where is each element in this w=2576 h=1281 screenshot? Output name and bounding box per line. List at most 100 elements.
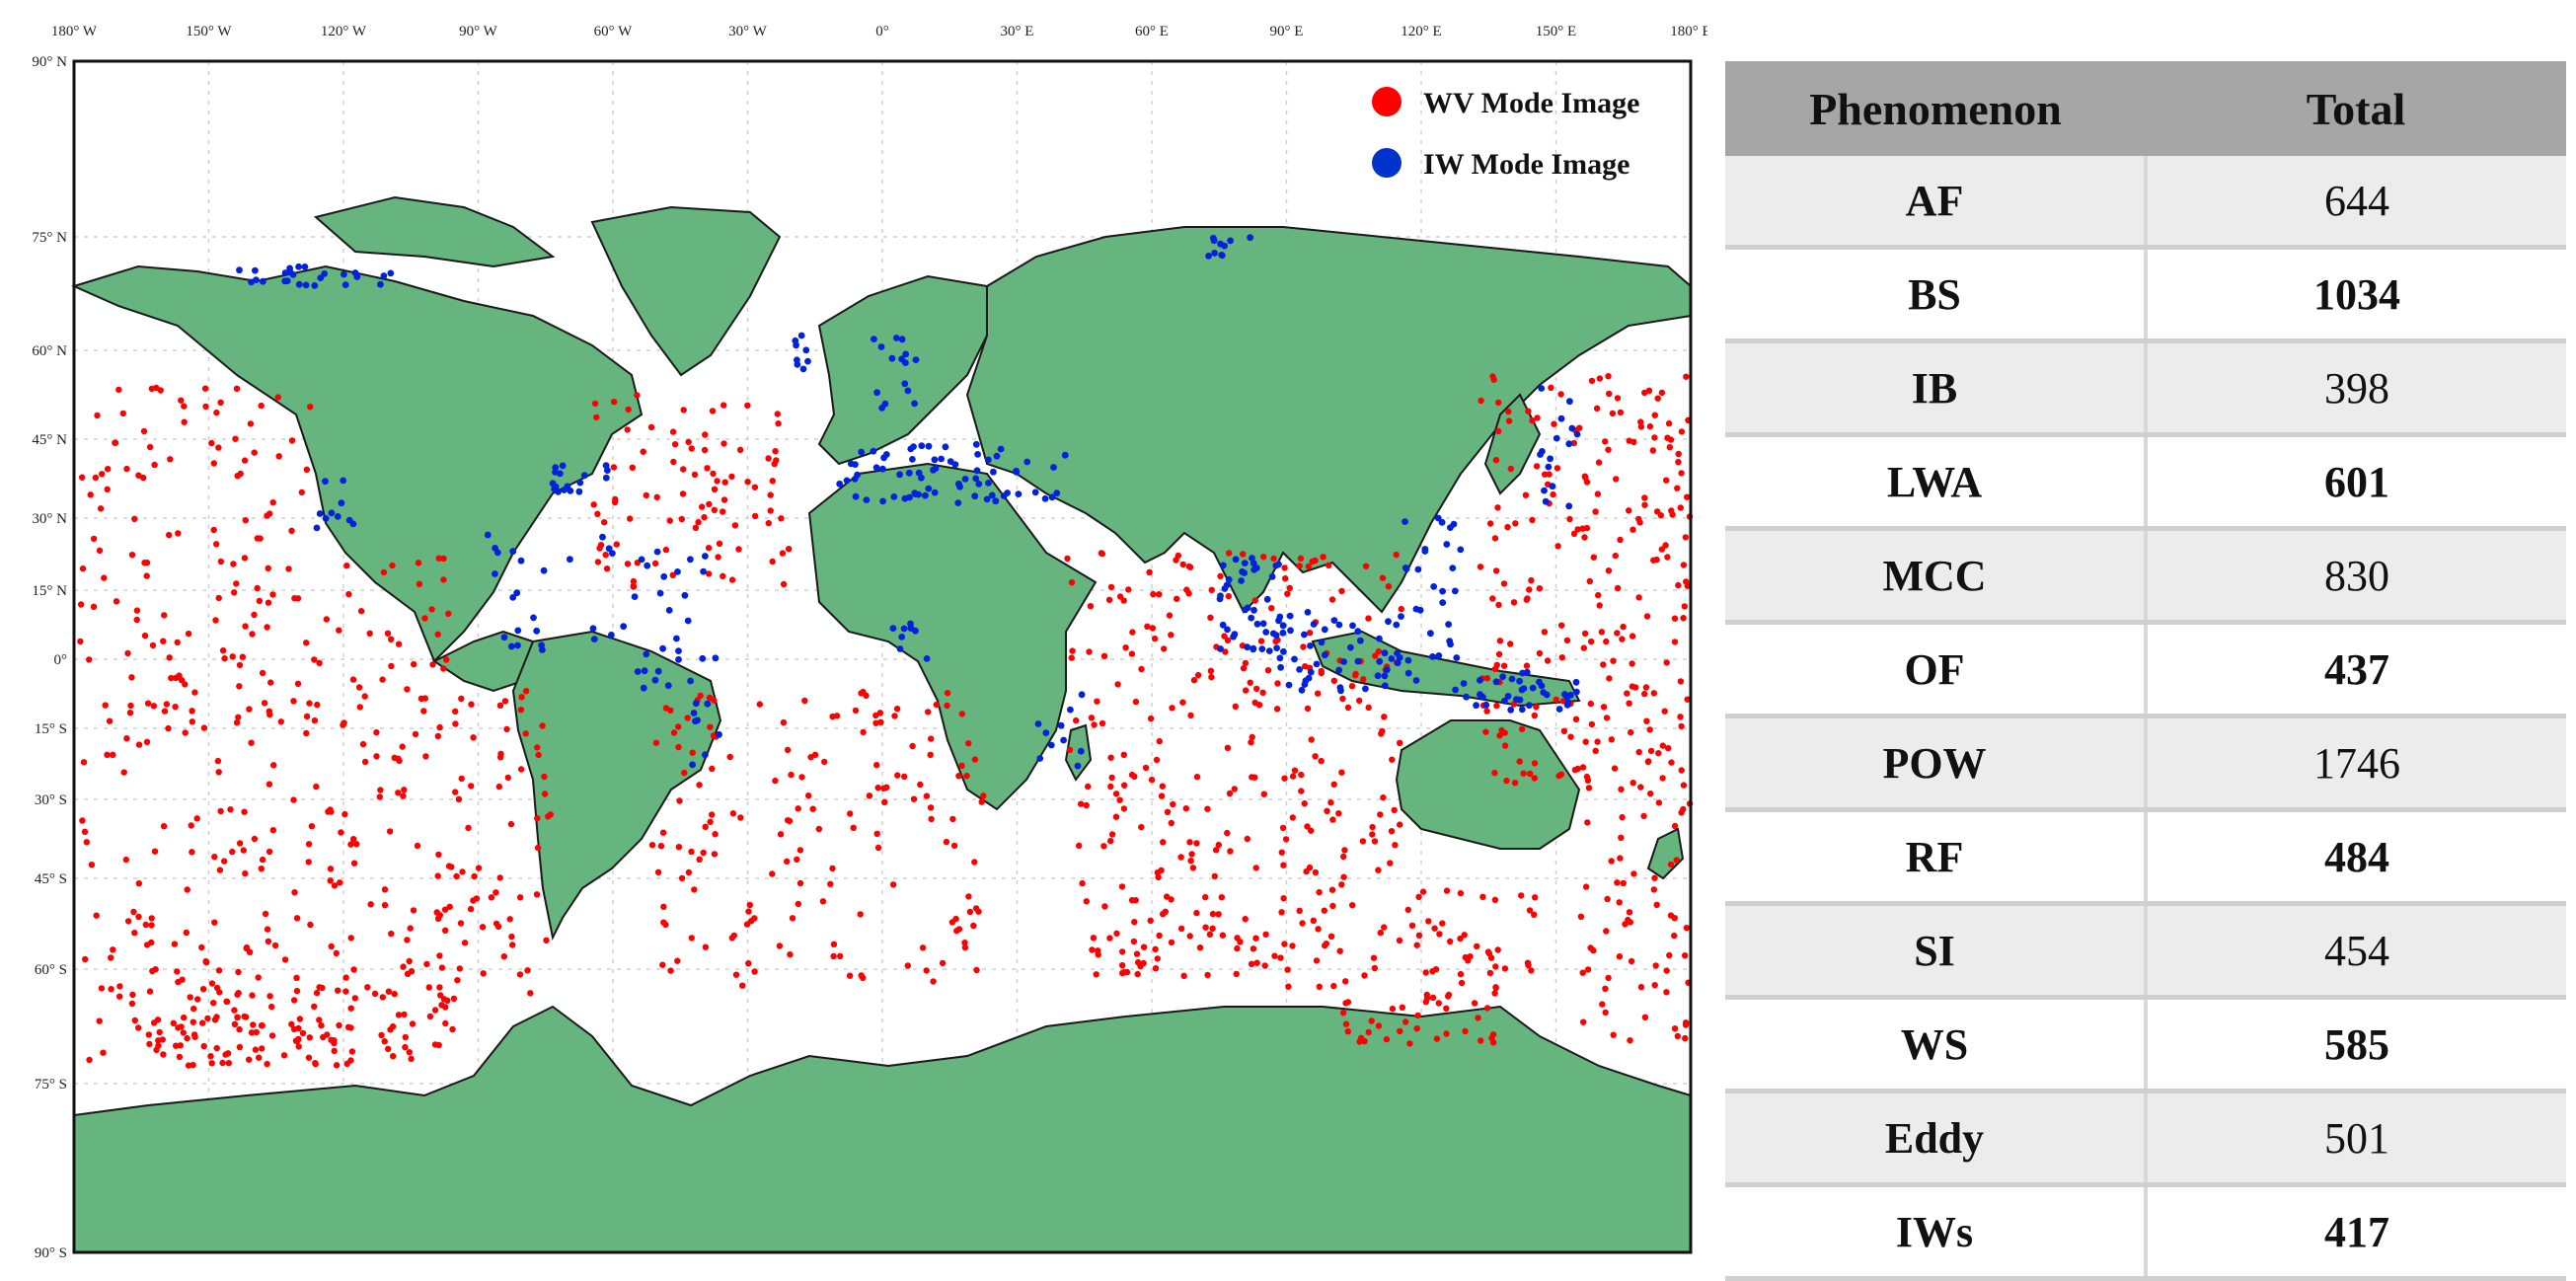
wv-point — [860, 728, 867, 736]
wv-point — [381, 886, 389, 893]
wv-point — [630, 583, 638, 590]
wv-point — [1682, 1034, 1689, 1042]
wv-point — [1134, 970, 1141, 978]
wv-point — [470, 734, 477, 741]
longitude-tick-label: 30° W — [728, 24, 767, 39]
wv-point — [1202, 893, 1209, 901]
table-row: SI 454 — [1725, 903, 2566, 1000]
iw-point — [1291, 655, 1298, 663]
wv-point — [1680, 562, 1688, 568]
wv-point — [1234, 944, 1241, 952]
longitude-tick-label: 150° W — [186, 24, 232, 39]
wv-point — [426, 1013, 434, 1020]
wv-point — [1614, 630, 1621, 637]
wv-point — [1186, 839, 1193, 846]
wv-point — [767, 507, 774, 514]
iw-point — [854, 471, 861, 479]
wv-point — [248, 739, 255, 746]
wv-point — [1140, 943, 1148, 950]
wv-point — [1107, 837, 1114, 845]
wv-point — [1680, 805, 1687, 813]
wv-point — [1594, 490, 1602, 497]
wv-point — [171, 941, 179, 947]
iw-point — [907, 445, 915, 453]
wv-point — [1525, 408, 1532, 414]
wv-point — [167, 456, 174, 463]
wv-point — [1619, 813, 1626, 821]
wv-point — [366, 630, 373, 637]
wv-point — [1533, 463, 1541, 470]
wv-point — [1185, 563, 1193, 570]
wv-point — [215, 769, 222, 776]
legend-wv-marker — [1372, 87, 1402, 116]
wv-point — [1146, 568, 1153, 575]
wv-point — [1153, 756, 1161, 764]
iw-point — [1520, 685, 1528, 692]
wv-point — [720, 402, 727, 409]
wv-point — [1622, 921, 1629, 928]
wv-point — [613, 541, 620, 548]
wv-point — [246, 706, 253, 713]
wv-point — [684, 715, 691, 721]
iw-point — [1298, 686, 1306, 694]
wv-point — [198, 943, 205, 951]
wv-point — [448, 864, 455, 870]
iw-point — [905, 469, 913, 477]
wv-point — [624, 561, 632, 567]
iw-point — [1205, 253, 1212, 260]
iw-point — [684, 617, 692, 625]
wv-point — [720, 508, 726, 515]
wv-point — [494, 923, 502, 930]
iw-point — [1015, 490, 1023, 497]
wv-point — [269, 827, 276, 834]
wv-point — [775, 420, 782, 427]
iw-point — [802, 346, 810, 354]
wv-point — [778, 515, 785, 522]
wv-point — [407, 925, 414, 932]
wv-point — [744, 402, 751, 409]
iw-point — [590, 636, 598, 642]
wv-point — [1489, 595, 1496, 602]
wv-point — [254, 584, 261, 592]
iw-point — [1446, 638, 1454, 644]
wv-point — [467, 905, 475, 913]
wv-point — [1375, 867, 1382, 873]
iw-point — [1230, 633, 1237, 640]
wv-point — [219, 647, 227, 654]
wv-point — [1315, 690, 1322, 697]
wv-point — [1119, 948, 1126, 955]
wv-point — [251, 611, 258, 619]
wv-point — [200, 724, 208, 731]
wv-point — [258, 402, 265, 410]
wv-point — [1655, 799, 1663, 806]
iw-point — [892, 335, 900, 341]
iw-point — [799, 365, 807, 373]
wv-point — [222, 1051, 229, 1058]
wv-point — [1300, 643, 1307, 650]
wv-point — [1196, 944, 1204, 951]
iw-point — [794, 361, 801, 368]
iw-point — [993, 452, 1001, 460]
wv-point — [1326, 562, 1332, 568]
wv-point — [1278, 849, 1286, 856]
wv-point — [819, 898, 827, 905]
wv-point — [500, 953, 507, 960]
wv-point — [704, 465, 711, 472]
phenomenon-cell: Eddy — [1725, 1091, 2148, 1187]
wv-point — [299, 1029, 307, 1037]
total-cell: 1746 — [2146, 716, 2566, 812]
wv-point — [629, 464, 636, 471]
wv-point — [1365, 615, 1372, 622]
wv-point — [1119, 969, 1126, 977]
wv-point — [1398, 605, 1405, 613]
wv-point — [320, 1033, 327, 1041]
wv-point — [1671, 639, 1679, 645]
wv-point — [1630, 438, 1637, 446]
wv-point — [259, 856, 266, 864]
wv-point — [337, 879, 343, 886]
wv-point — [1629, 660, 1635, 667]
wv-point — [422, 753, 429, 760]
wv-point — [925, 709, 932, 716]
wv-point — [177, 1042, 184, 1049]
wv-point — [290, 997, 298, 1004]
